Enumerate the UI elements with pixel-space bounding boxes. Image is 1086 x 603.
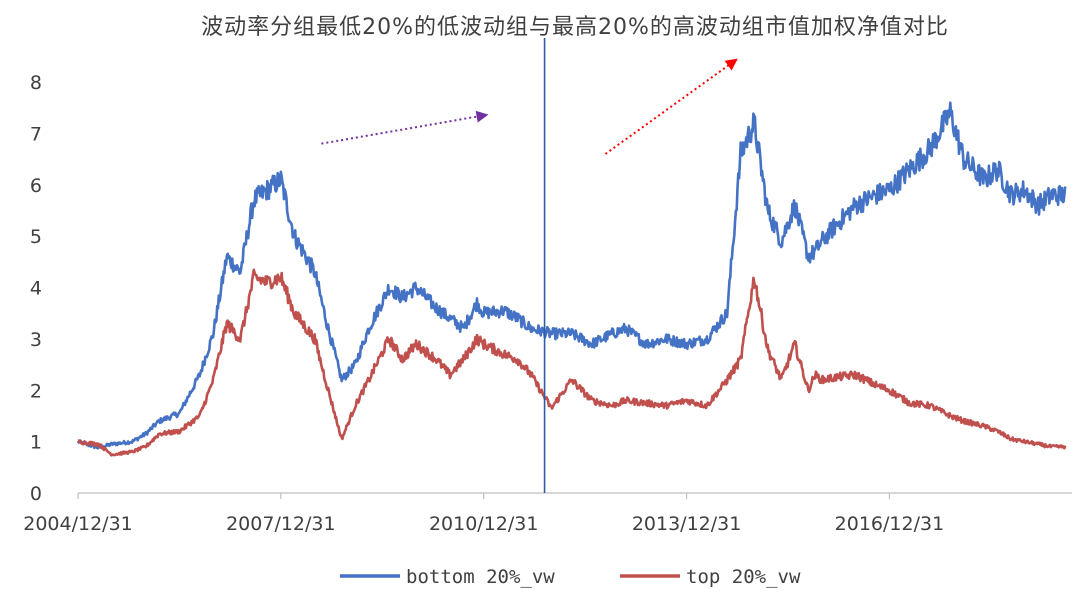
y-tick-label: 5 — [30, 226, 42, 248]
x-tick-label: 2010/12/31 — [429, 513, 539, 535]
y-tick-label: 2 — [30, 380, 42, 402]
x-tick-label: 2007/12/31 — [226, 513, 336, 535]
series-layer — [76, 101, 1067, 457]
red-trend-arrow — [604, 58, 738, 155]
purple-trend-arrow — [321, 110, 489, 145]
y-tick-label: 3 — [30, 329, 42, 351]
legend-label: top 20%_vw — [686, 566, 801, 588]
annotation-layer — [321, 38, 738, 493]
y-tick-label: 0 — [30, 483, 42, 505]
series-line-top-20 — [77, 268, 1067, 457]
x-tick-label: 2016/12/31 — [835, 513, 945, 535]
series-line-bottom-20 — [76, 101, 1067, 450]
y-tick-label: 7 — [30, 123, 42, 145]
y-tick-label: 6 — [30, 175, 42, 197]
chart-title: 波动率分组最低20%的低波动组与最高20%的高波动组市值加权净值对比 — [201, 15, 949, 40]
x-axis: 2004/12/31 2007/12/31 2010/12/31 2013/12/31… — [23, 492, 1072, 535]
y-axis: 0 1 2 3 4 5 6 7 8 — [30, 72, 42, 505]
x-tick-label: 2013/12/31 — [632, 513, 742, 535]
y-tick-label: 4 — [30, 278, 42, 300]
x-tick-label: 2004/12/31 — [23, 513, 133, 535]
y-tick-label: 8 — [30, 72, 42, 94]
legend: bottom 20%_vw top 20%_vw — [340, 566, 801, 588]
y-tick-label: 1 — [30, 432, 42, 454]
legend-label: bottom 20%_vw — [406, 566, 555, 588]
